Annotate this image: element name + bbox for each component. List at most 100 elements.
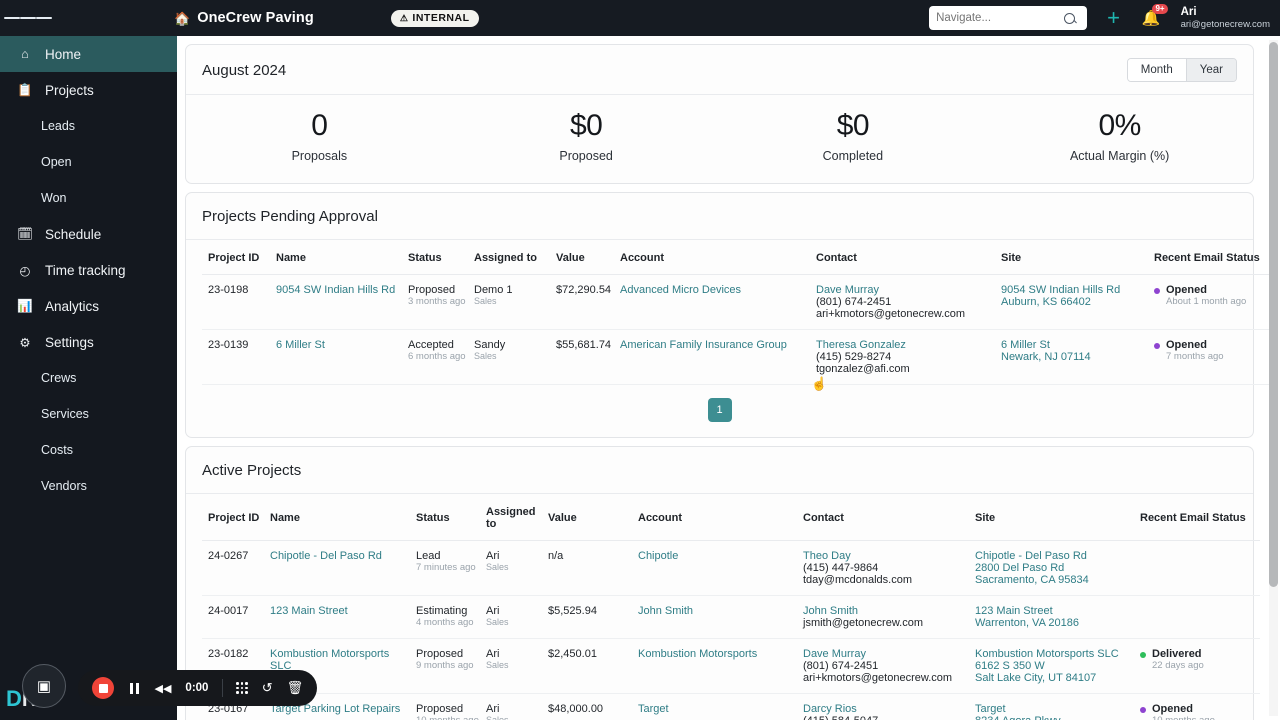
contact-name-link[interactable]: Theo Day (803, 550, 851, 562)
home-icon: ⌂ (21, 47, 29, 61)
site-line[interactable]: Sacramento, CA 95834 (975, 574, 1089, 586)
email-status: Delivered 22 days ago (1140, 648, 1254, 671)
recording-timer: 0:00 (185, 682, 209, 694)
account-link[interactable]: Advanced Micro Devices (620, 284, 742, 296)
toggle-month[interactable]: Month (1127, 59, 1186, 81)
account-link[interactable]: Kombustion Motorsports (638, 648, 758, 660)
page-1-button[interactable]: 1 (707, 398, 732, 422)
clipboard-icon: 📋 (17, 82, 33, 97)
contact-name-link[interactable]: Theresa Gonzalez (816, 339, 906, 351)
site-line[interactable]: Target (975, 703, 1006, 715)
site-line[interactable]: 6 Miller St (1001, 339, 1050, 351)
table-row[interactable]: 23-0198 9054 SW Indian Hills Rd Proposed 3 … (202, 274, 1274, 330)
kpi-value: $0 (569, 109, 603, 142)
pending-approval-title: Projects Pending Approval (186, 193, 1253, 240)
toolbar-divider (222, 679, 224, 697)
stop-button[interactable] (92, 677, 114, 699)
notifications-button[interactable]: 🔔 9+ (1142, 3, 1168, 28)
account-link[interactable]: Chipotle (638, 550, 679, 562)
project-name-link[interactable]: 123 Main Street (270, 605, 348, 617)
period-toggle[interactable]: Month Year (1126, 58, 1237, 82)
page-scrollbar-thumb[interactable] (1269, 42, 1278, 587)
table-cell: $5,525.94 (548, 595, 638, 639)
sidebar: ⌂ Home 📋 Projects Leads Open Won 🗓 Schedule ◴ Time… (0, 36, 177, 720)
contact-name-link[interactable]: Darcy Rios (803, 703, 857, 715)
search-box[interactable] (929, 6, 1088, 30)
account-link[interactable]: American Family Insurance Group (620, 339, 787, 351)
active-projects-table: Project ID Name Status Assigned to Value Acco… (202, 494, 1260, 720)
table-cell: $55,681.74 (556, 329, 620, 385)
project-name-link[interactable]: 6 Miller St (276, 339, 325, 351)
pause-button[interactable] (130, 682, 139, 694)
sidebar-item-costs[interactable]: Costs (0, 432, 177, 468)
table-row[interactable]: 23-0167 Target Parking Lot Repairs Propose… (202, 693, 1260, 720)
search-input[interactable] (936, 12, 1061, 24)
contact-name-link[interactable]: Dave Murray (816, 284, 879, 296)
site-line[interactable]: Kombustion Motorsports SLC (975, 648, 1119, 660)
site-line[interactable]: Auburn, KS 66402 (1001, 296, 1091, 308)
kpi-value: 0% (1098, 109, 1141, 142)
table-cell: Chipotle (638, 540, 803, 596)
sidebar-item-label: Services (41, 407, 89, 421)
pagination[interactable]: 1 (186, 385, 1253, 437)
contact-email: jsmith@getonecrew.com (803, 617, 923, 629)
project-name-link[interactable]: Chipotle - Del Paso Rd (270, 550, 382, 562)
table-cell: Chipotle - Del Paso Rd 2800 Del Paso Rd Sa… (975, 540, 1140, 596)
site-line[interactable]: 2800 Del Paso Rd (975, 562, 1065, 574)
column-header: Status (408, 240, 474, 275)
rewind-icon[interactable]: ◀◀ (154, 682, 172, 695)
contact-name-link[interactable]: Dave Murray (803, 648, 866, 660)
column-header: Status (416, 494, 486, 541)
site-line[interactable]: 9054 SW Indian Hills Rd (1001, 284, 1121, 296)
drag-handle-icon[interactable] (236, 682, 248, 694)
table-cell: Ari Sales (486, 595, 548, 639)
assignee-role: Sales (486, 562, 509, 572)
sidebar-item-home[interactable]: ⌂ Home (0, 36, 177, 72)
sidebar-item-vendors[interactable]: Vendors (0, 468, 177, 504)
sidebar-item-crews[interactable]: Crews (0, 360, 177, 396)
project-name-link[interactable]: 9054 SW Indian Hills Rd (276, 284, 396, 296)
kpi-label: Proposals (291, 149, 348, 163)
sidebar-item-projects[interactable]: 📋 Projects (0, 72, 177, 108)
sidebar-item-label: Time tracking (45, 262, 126, 278)
site-line[interactable]: 8234 Agora Pkwy (975, 715, 1134, 720)
sidebar-item-label: Leads (41, 119, 76, 133)
site-line[interactable]: 6162 S 350 W (975, 660, 1045, 672)
site-line[interactable]: Salt Lake City, UT 84107 (975, 672, 1097, 684)
sidebar-item-open[interactable]: Open (0, 144, 177, 180)
hamburger-icon[interactable] (0, 15, 56, 21)
table-row[interactable]: 24-0267 Chipotle - Del Paso Rd Lead 7 minut… (202, 540, 1260, 596)
sidebar-item-leads[interactable]: Leads (0, 108, 177, 144)
restart-icon[interactable]: ↺ (261, 680, 273, 695)
trash-icon[interactable]: 🗑 (286, 680, 304, 695)
project-value: $48,000.00 (548, 703, 604, 715)
sidebar-item-schedule[interactable]: 🗓 Schedule (0, 216, 177, 252)
toggle-year[interactable]: Year (1185, 59, 1236, 81)
sidebar-item-label: Crews (41, 371, 77, 385)
user-menu[interactable]: Ari ari@getonecrew.com (1181, 5, 1270, 31)
project-name-link[interactable]: Kombustion Motorsports SLC (270, 648, 390, 672)
site-line[interactable]: 123 Main Street (975, 605, 1053, 617)
account-link[interactable]: Target (638, 703, 669, 715)
project-name-link[interactable]: Target Parking Lot Repairs (270, 703, 401, 715)
column-header: Account (638, 494, 803, 541)
site-line[interactable]: Chipotle - Del Paso Rd (975, 550, 1087, 562)
email-status-label: Opened (1152, 703, 1193, 715)
project-status: Proposed (416, 703, 464, 715)
brand[interactable]: 🏠 OneCrew Paving (174, 10, 314, 26)
sidebar-item-won[interactable]: Won (0, 180, 177, 216)
sidebar-item-time-tracking[interactable]: ◴ Time tracking (0, 252, 177, 288)
plus-icon[interactable]: + (1107, 5, 1120, 30)
camera-button[interactable]: ▣ (22, 664, 66, 708)
table-row[interactable]: 24-0017 123 Main Street Estimating 4 months… (202, 595, 1260, 639)
table-row[interactable]: 23-0139 6 Miller St Accepted 6 months ago Sa… (202, 329, 1274, 385)
account-link[interactable]: John Smith (638, 605, 694, 617)
sidebar-item-analytics[interactable]: 📊 Analytics (0, 288, 177, 324)
site-line[interactable]: Newark, NJ 07114 (1001, 351, 1091, 363)
table-row[interactable]: 23-0182 Kombustion Motorsports SLC Propose… (202, 638, 1260, 694)
sidebar-item-services[interactable]: Services (0, 396, 177, 432)
table-cell: Ari Sales (486, 693, 548, 720)
contact-name-link[interactable]: John Smith (803, 605, 859, 617)
site-line[interactable]: Warrenton, VA 20186 (975, 617, 1079, 629)
sidebar-item-settings[interactable]: ⚙ Settings (0, 324, 177, 360)
